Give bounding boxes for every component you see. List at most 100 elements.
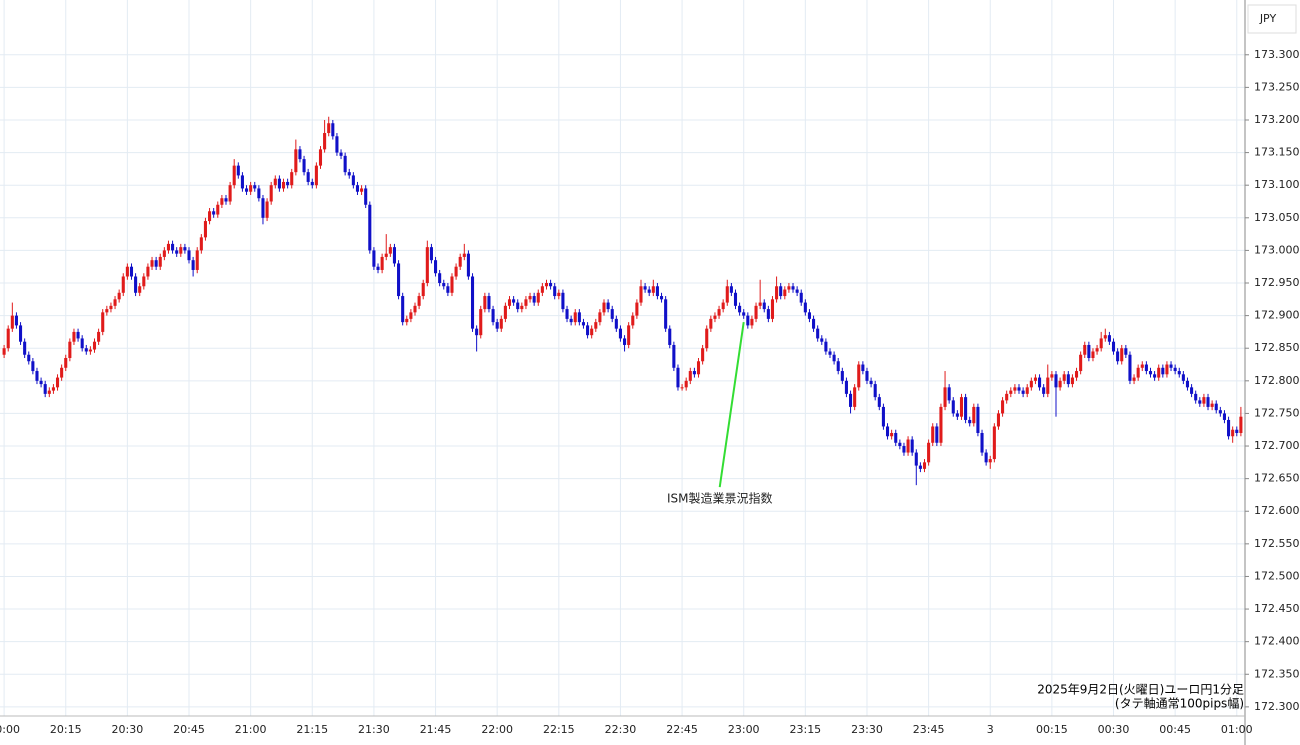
candle-body	[655, 286, 659, 297]
candle-body	[1005, 393, 1009, 401]
candle-body	[187, 250, 191, 261]
candle-body	[150, 260, 154, 267]
candle-body	[1144, 364, 1148, 372]
candle-body	[1235, 429, 1239, 433]
candle-body	[1140, 364, 1144, 368]
candle-body	[549, 283, 553, 287]
candle-body	[750, 318, 754, 326]
x-tick-label: 23:45	[913, 723, 945, 736]
x-tick-label: 22:15	[543, 723, 575, 736]
y-tick-label: 173.250	[1254, 80, 1300, 93]
candle-body	[910, 439, 914, 453]
candle-body	[988, 459, 992, 463]
candle-body	[1218, 410, 1222, 414]
candle-body	[1074, 371, 1079, 378]
candle-body	[1054, 374, 1058, 388]
candle-body	[425, 247, 429, 284]
candle-body	[212, 211, 216, 215]
candle-body	[101, 312, 105, 332]
candle-body	[154, 260, 158, 267]
candle-body	[310, 181, 314, 186]
candle-body	[183, 247, 187, 251]
candle-body	[1013, 387, 1017, 391]
candle-body	[27, 354, 31, 362]
candle-body	[1190, 387, 1194, 394]
candle-body	[1181, 374, 1185, 381]
y-tick-label: 172.650	[1254, 472, 1300, 485]
candle-body	[121, 276, 125, 293]
candle-body	[738, 305, 742, 313]
candle-body	[257, 188, 261, 199]
candle-body	[314, 165, 318, 186]
candle-body	[1050, 374, 1054, 378]
candle-body	[1222, 413, 1226, 420]
annotation-text: ISM製造業景況指数	[667, 491, 773, 506]
candle-body	[1066, 374, 1070, 385]
candle-body	[281, 181, 286, 189]
candle-body	[388, 247, 392, 254]
x-tick-label: 23:15	[789, 723, 821, 736]
candle-body	[1095, 348, 1099, 352]
candle-body	[692, 371, 696, 375]
candle-body	[327, 123, 331, 134]
candle-body	[31, 361, 35, 372]
candle-body	[1132, 377, 1136, 381]
candle-body	[142, 276, 146, 287]
candle-body	[799, 292, 803, 303]
candle-body	[598, 312, 602, 323]
candle-body	[368, 204, 372, 251]
candle-body	[10, 315, 14, 329]
candle-body	[873, 384, 877, 398]
candle-body	[1029, 380, 1033, 388]
candle-body	[392, 247, 396, 264]
candle-body	[458, 256, 462, 267]
candle-body	[865, 371, 869, 381]
candle-body	[824, 341, 828, 352]
candle-body	[787, 286, 791, 290]
candle-body	[754, 305, 758, 319]
candle-body	[696, 361, 701, 375]
candle-body	[302, 159, 306, 173]
candle-body	[290, 172, 294, 186]
candle-body	[35, 371, 39, 381]
candle-body	[60, 367, 64, 378]
candle-body	[902, 446, 906, 453]
candle-body	[236, 165, 240, 176]
candle-body	[614, 318, 618, 329]
candle-body	[869, 380, 873, 385]
candle-body	[179, 247, 183, 254]
candle-body	[92, 341, 97, 350]
candle-body	[1083, 344, 1087, 355]
candle-body	[959, 397, 964, 417]
candle-body	[438, 273, 442, 284]
candle-body	[442, 283, 446, 287]
candle-body	[1070, 377, 1074, 385]
y-tick-label: 172.750	[1254, 406, 1300, 419]
candle-body	[992, 426, 996, 460]
candle-body	[1033, 377, 1037, 381]
candle-body	[483, 296, 487, 310]
candle-body	[55, 377, 60, 388]
candle-body	[618, 328, 622, 339]
candle-body	[429, 247, 433, 261]
candle-body	[109, 305, 113, 310]
x-tick-label: 21:00	[235, 723, 267, 736]
candle-body	[1165, 364, 1169, 375]
x-tick-label: 22:30	[605, 723, 637, 736]
candle-body	[976, 406, 980, 433]
candle-body	[762, 302, 766, 310]
candle-body	[294, 149, 298, 173]
candle-body	[857, 364, 861, 388]
candle-body	[1009, 390, 1013, 394]
candle-body	[409, 312, 413, 319]
candle-body	[138, 286, 142, 293]
candle-body	[364, 188, 368, 205]
candle-body	[561, 292, 565, 310]
candle-body	[803, 302, 807, 313]
candle-body	[832, 354, 836, 362]
candle-body	[816, 328, 820, 339]
candle-body	[840, 371, 844, 381]
grid	[0, 0, 1245, 716]
candle-body	[97, 331, 101, 342]
y-tick-label: 173.300	[1254, 48, 1300, 61]
